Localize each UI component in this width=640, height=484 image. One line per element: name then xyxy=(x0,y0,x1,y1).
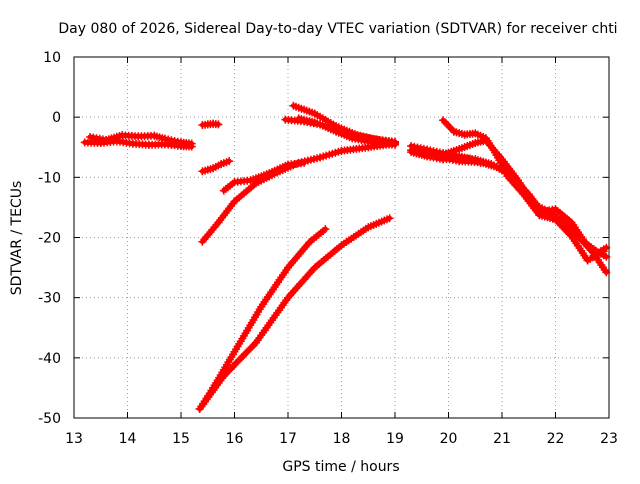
x-tick-label: 14 xyxy=(119,431,137,447)
x-tick-label: 15 xyxy=(172,431,190,447)
x-tick-label: 22 xyxy=(547,431,565,447)
chart-title: Day 080 of 2026, Sidereal Day-to-day VTE… xyxy=(58,21,617,37)
y-tick-label: -50 xyxy=(38,411,61,427)
x-tick-label: 17 xyxy=(279,431,297,447)
y-tick-label: -20 xyxy=(38,231,61,247)
x-tick-label: 16 xyxy=(226,431,244,447)
x-tick-label: 18 xyxy=(333,431,351,447)
series-s8 xyxy=(195,214,394,413)
x-tick-label: 20 xyxy=(440,431,458,447)
y-tick-labels: 10 0 -10 -20 -30 -40 -50 xyxy=(38,50,61,427)
x-tick-label: 21 xyxy=(493,431,511,447)
x-tick-labels: 13 14 15 16 17 18 19 20 21 22 23 xyxy=(65,431,618,447)
x-tick-label: 23 xyxy=(600,431,618,447)
grid-layer xyxy=(74,57,609,418)
series-s11 xyxy=(294,114,399,147)
data-point-marker xyxy=(476,158,485,167)
data-point-marker xyxy=(214,120,223,129)
series-s2 xyxy=(86,131,196,148)
series-s16 xyxy=(407,142,485,167)
data-point-marker xyxy=(391,138,399,147)
y-tick-label: 0 xyxy=(52,110,61,126)
data-point-marker xyxy=(321,225,330,234)
data-point-marker xyxy=(300,158,309,167)
x-tick-label: 19 xyxy=(386,431,404,447)
data-point-marker xyxy=(187,139,196,148)
x-tick-label: 13 xyxy=(65,431,83,447)
x-axis-title: GPS time / hours xyxy=(282,459,399,475)
series-s4 xyxy=(198,157,234,176)
tick-marks xyxy=(73,56,610,419)
data-point-marker xyxy=(602,268,611,277)
series-s3 xyxy=(198,119,223,129)
series-s15 xyxy=(439,116,608,265)
y-tick-label: -30 xyxy=(38,291,61,307)
y-tick-label: -40 xyxy=(38,351,61,367)
series-trace xyxy=(197,215,393,412)
data-point-marker xyxy=(225,157,234,166)
data-point-marker xyxy=(602,252,611,261)
data-point-marker xyxy=(385,214,394,223)
y-axis-title: SDTVAR / TECUs xyxy=(9,181,25,296)
y-tick-label: 10 xyxy=(43,50,61,66)
series-layer xyxy=(80,101,611,413)
data-point-marker xyxy=(599,247,608,256)
series-s6 xyxy=(219,158,309,195)
y-tick-label: -10 xyxy=(38,170,61,186)
